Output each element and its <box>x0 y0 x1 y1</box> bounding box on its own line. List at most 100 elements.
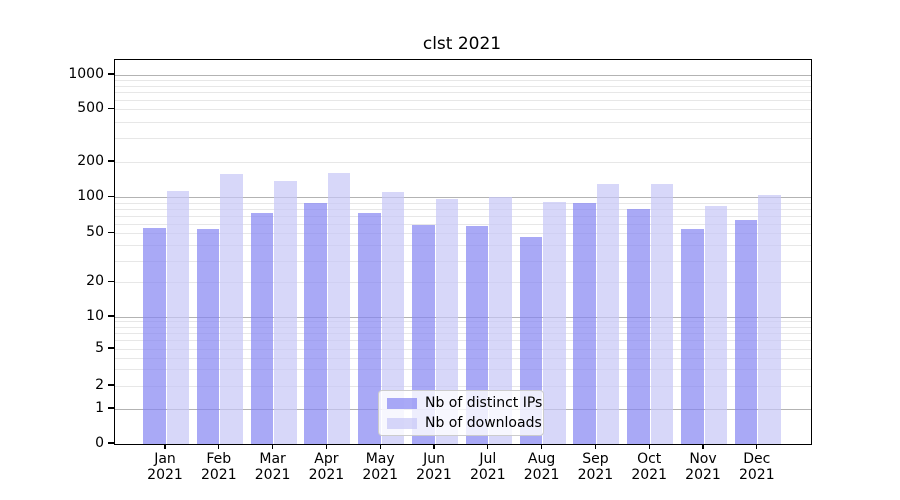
bar-distinct-ips <box>627 208 650 444</box>
gridline-major <box>115 197 811 199</box>
x-tick-label: Jan 2021 <box>147 451 183 483</box>
bar-downloads <box>166 190 189 444</box>
gridline-minor <box>115 340 811 342</box>
bar-downloads <box>381 191 405 444</box>
y-tick-label: 1000 <box>68 65 104 82</box>
bar-distinct-ips <box>573 203 596 444</box>
y-tick-mark <box>108 160 114 162</box>
x-tick-label: Jul 2021 <box>469 451 506 483</box>
gridline-minor <box>115 326 811 328</box>
x-tick-mark <box>756 444 758 449</box>
gridline-minor <box>115 138 811 140</box>
bar-downloads <box>220 174 243 444</box>
x-tick-mark <box>271 444 274 449</box>
x-tick-label: May 2021 <box>362 451 398 483</box>
plot-area <box>114 59 812 445</box>
x-tick-mark <box>702 444 704 449</box>
gridline-minor <box>115 321 811 323</box>
x-tick-label: Jun 2021 <box>416 451 452 483</box>
y-tick-label: 200 <box>77 152 104 169</box>
legend-label-distinct-ips: Nb of distinct IPs <box>425 395 543 411</box>
bar-downloads <box>704 205 727 444</box>
y-tick-label: 500 <box>77 99 104 116</box>
y-tick-mark <box>108 384 114 386</box>
gridline-minor <box>115 348 811 350</box>
bar-distinct-ips <box>681 228 704 444</box>
gridline-minor <box>115 260 811 262</box>
bar-distinct-ips <box>143 227 166 444</box>
x-tick-mark <box>487 444 489 449</box>
gridline-minor <box>115 332 811 334</box>
bar-distinct-ips <box>734 220 758 444</box>
bar-downloads <box>435 198 458 444</box>
x-tick-label: Sep 2021 <box>577 451 614 483</box>
x-tick-mark <box>218 444 220 449</box>
bar-downloads <box>650 184 674 444</box>
x-tick-mark <box>325 444 328 449</box>
y-tick-label: 1 <box>95 399 104 416</box>
bar-distinct-ips <box>358 212 381 444</box>
gridline-minor <box>115 385 811 387</box>
y-tick-mark <box>108 107 114 109</box>
legend: Nb of distinct IPs Nb of downloads <box>378 390 544 436</box>
gridline-minor <box>115 215 811 217</box>
legend-row-downloads: Nb of downloads <box>387 415 542 431</box>
x-tick-mark <box>540 444 543 449</box>
gridline-minor <box>115 202 811 204</box>
bar-distinct-ips <box>250 212 274 444</box>
x-tick-mark <box>594 444 597 449</box>
bar-distinct-ips <box>412 225 435 444</box>
bar-distinct-ips <box>304 203 327 444</box>
x-tick-label: Dec 2021 <box>738 451 775 483</box>
chart-title: clst 2021 <box>422 34 502 54</box>
legend-label-downloads: Nb of downloads <box>425 415 542 431</box>
gridline-minor <box>115 208 811 210</box>
x-tick-label: Nov 2021 <box>685 451 721 483</box>
gridline-minor <box>115 92 811 94</box>
y-tick-mark <box>108 232 114 234</box>
x-tick-label: Oct 2021 <box>631 451 667 483</box>
bar-distinct-ips <box>196 228 220 444</box>
x-tick-mark <box>433 444 435 449</box>
bar-downloads <box>596 184 620 444</box>
y-tick-label: 100 <box>77 188 104 205</box>
gridline-major <box>115 316 811 318</box>
gridline-minor <box>115 233 811 235</box>
y-tick-mark <box>108 73 114 75</box>
legend-swatch-distinct-ips <box>387 397 417 409</box>
gridline-minor <box>115 108 811 110</box>
gridline-minor <box>115 282 811 284</box>
bar-downloads <box>543 202 566 444</box>
x-tick-label: Mar 2021 <box>254 451 291 483</box>
y-tick-mark <box>108 442 114 444</box>
gridline-minor <box>115 369 811 371</box>
legend-swatch-downloads <box>387 417 417 429</box>
gridline-minor <box>115 79 811 81</box>
y-tick-label: 20 <box>86 273 104 290</box>
x-tick-mark <box>379 444 381 449</box>
y-tick-label: 50 <box>86 224 104 241</box>
x-tick-label: Apr 2021 <box>308 451 345 483</box>
x-tick-label: Aug 2021 <box>523 451 560 483</box>
x-tick-mark <box>648 444 650 449</box>
gridline-minor <box>115 161 811 163</box>
y-tick-label: 2 <box>95 376 104 393</box>
y-tick-mark <box>108 196 114 198</box>
gridline-minor <box>115 245 811 247</box>
x-tick-label: Feb 2021 <box>200 451 237 483</box>
x-tick-mark <box>164 444 166 449</box>
y-tick-label: 10 <box>86 307 104 324</box>
gridline-minor <box>115 357 811 359</box>
y-tick-mark <box>108 347 114 349</box>
y-tick-label: 5 <box>95 339 104 356</box>
bar-distinct-ips <box>465 225 489 444</box>
bar-downloads <box>274 181 297 444</box>
y-tick-mark <box>108 315 114 317</box>
y-tick-label: 0 <box>95 434 104 451</box>
gridline-minor <box>115 121 811 123</box>
y-tick-mark <box>108 281 114 283</box>
legend-row-distinct-ips: Nb of distinct IPs <box>387 395 542 411</box>
y-tick-mark <box>108 407 114 409</box>
gridline-minor <box>115 99 811 101</box>
